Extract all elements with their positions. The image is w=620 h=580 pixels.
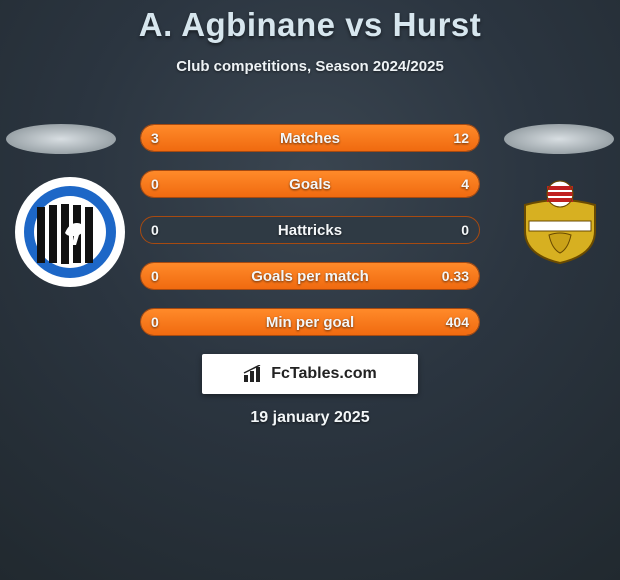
- stat-row: 04Goals: [140, 170, 480, 198]
- page-subtitle: Club competitions, Season 2024/2025: [0, 58, 620, 75]
- stat-value-left: 0: [151, 309, 159, 335]
- stat-bar-right: [209, 125, 479, 151]
- stat-value-left: 3: [151, 125, 159, 151]
- stat-row: 0404Min per goal: [140, 308, 480, 336]
- stat-value-right: 404: [446, 309, 469, 335]
- stat-value-left: 0: [151, 171, 159, 197]
- club-crest-right: [513, 177, 607, 265]
- bar-chart-icon: [243, 365, 265, 383]
- stat-value-left: 0: [151, 217, 159, 243]
- club-crest-left: [15, 177, 125, 287]
- stat-label: Hattricks: [141, 217, 479, 243]
- gillingham-crest-icon: [15, 177, 125, 287]
- stat-value-left: 0: [151, 263, 159, 289]
- stat-row: 0 0Hattricks: [140, 216, 480, 244]
- stat-value-right: 12: [453, 125, 469, 151]
- stat-bar-right: [141, 171, 479, 197]
- stat-bar-right: [141, 309, 479, 335]
- stat-row: 312Matches: [140, 124, 480, 152]
- stat-value-right: 0: [461, 217, 469, 243]
- page-title: A. Agbinane vs Hurst: [0, 0, 620, 44]
- stat-rows: 312Matches04Goals00Hattricks00.33Goals p…: [140, 124, 480, 354]
- doncaster-crest-icon: [513, 177, 607, 265]
- stat-value-right: 4: [461, 171, 469, 197]
- brand-link[interactable]: FcTables.com: [202, 354, 418, 394]
- brand-text: FcTables.com: [271, 365, 377, 383]
- player-photo-placeholder-left: [6, 124, 116, 154]
- stat-row: 00.33Goals per match: [140, 262, 480, 290]
- stat-bar-right: [141, 263, 479, 289]
- stat-value-right: 0.33: [442, 263, 469, 289]
- snapshot-date: 19 january 2025: [0, 409, 620, 427]
- player-photo-placeholder-right: [504, 124, 614, 154]
